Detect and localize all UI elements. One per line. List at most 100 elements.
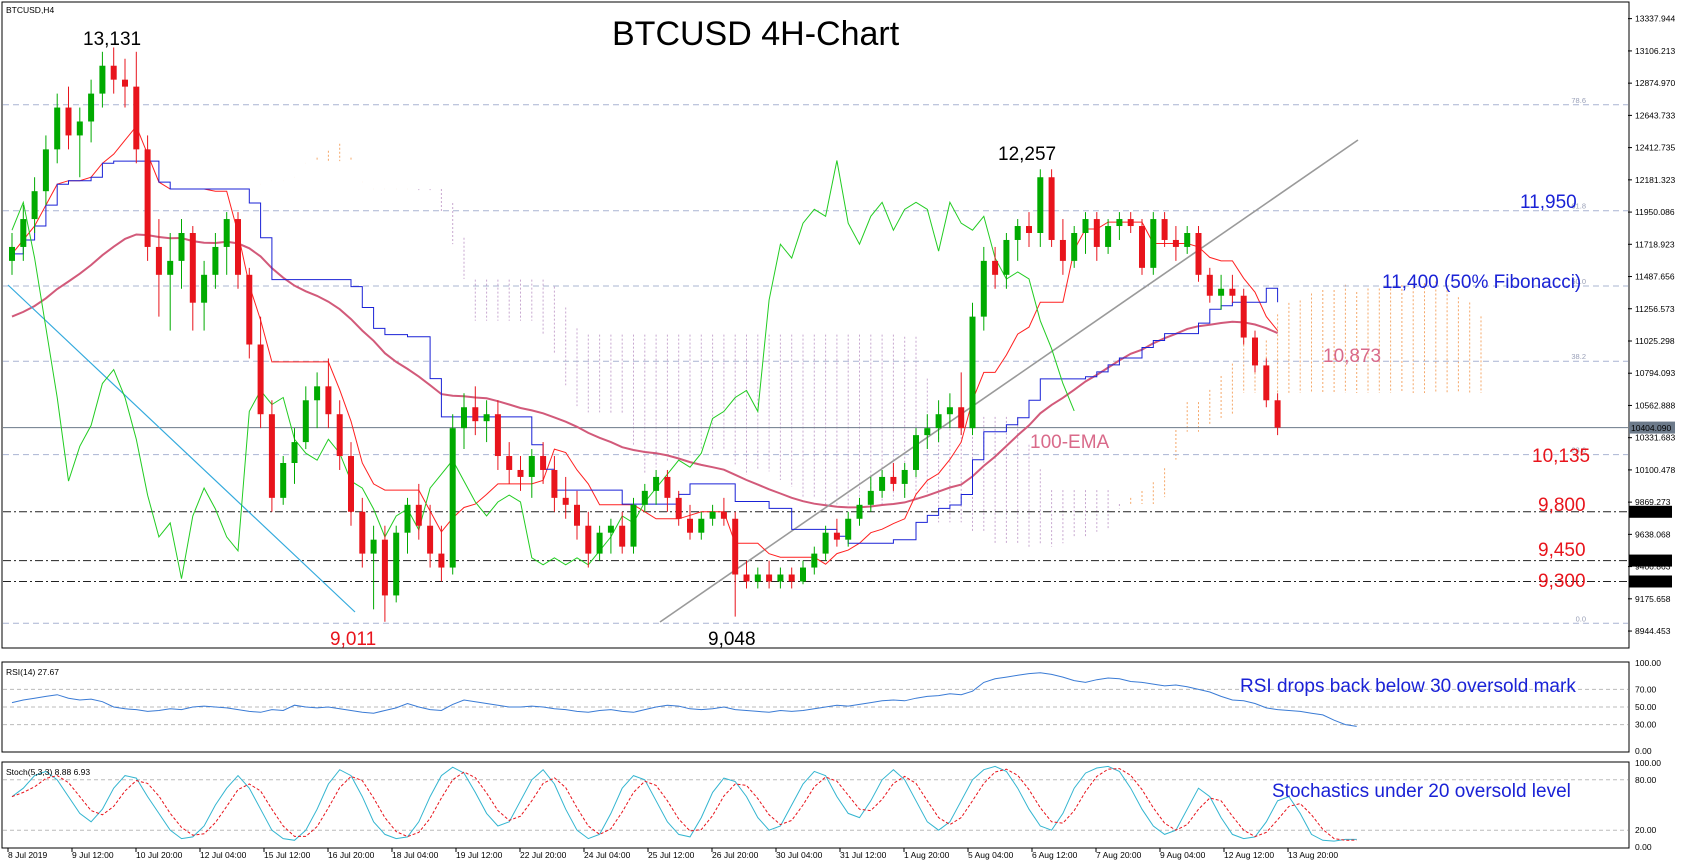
candle-body: [1139, 226, 1145, 268]
annotation-9450: 9,450: [1538, 540, 1586, 561]
candle-body: [946, 407, 953, 415]
candle-body: [404, 504, 411, 533]
rsi-line: [11, 672, 1357, 727]
time-tick-label: 22 Jul 20:00: [520, 850, 567, 860]
time-tick-label: 9 Aug 04:00: [1160, 850, 1206, 860]
annotation-13131: 13,131: [83, 29, 141, 50]
candle-body: [754, 574, 761, 582]
ichimoku-cloud: [316, 143, 1482, 547]
ema-100-line: [11, 233, 1278, 509]
time-tick-label: 5 Aug 04:00: [968, 850, 1014, 860]
stochastic-panel: 100.00 80.00 20.00 0.00: [3, 758, 1661, 852]
candle-body: [574, 504, 580, 526]
rsi-tick-label: 70.00: [1635, 684, 1657, 694]
candle-body: [167, 260, 174, 275]
stoch-tick-label: 80.00: [1635, 775, 1657, 785]
time-tick-label: 13 Aug 20:00: [1288, 850, 1338, 860]
annotation-9800: 9,800: [1538, 495, 1586, 516]
candle-body: [1150, 219, 1157, 268]
candle-body: [88, 93, 95, 122]
candle-body: [325, 386, 332, 415]
candle-body: [845, 518, 852, 540]
candle-body: [54, 107, 61, 150]
time-tick-label: 12 Jul 04:00: [200, 850, 247, 860]
candle-body: [483, 414, 490, 422]
price-tick-label: 11487.656: [1635, 272, 1675, 282]
candle-body: [1274, 400, 1281, 428]
annotation-9300: 9,300: [1538, 571, 1586, 592]
price-tick-label: 11718.923: [1635, 239, 1675, 249]
support-price-box: [1629, 505, 1672, 518]
candle-body: [709, 511, 716, 519]
price-tick-label: 13106.213: [1635, 46, 1675, 56]
fib-label: 38.2: [1571, 352, 1586, 361]
candle-body: [540, 456, 547, 470]
candle-body: [1184, 233, 1191, 247]
candles: [9, 47, 1281, 622]
chart-title: BTCUSD 4H-Chart: [612, 15, 900, 53]
annotation-10873: 10,873: [1323, 346, 1381, 367]
symbol-label: BTCUSD,H4: [6, 5, 54, 15]
price-tick-label: 10331.683: [1635, 433, 1675, 443]
candle-body: [42, 149, 49, 192]
candle-body: [99, 65, 106, 94]
candle-body: [359, 511, 366, 554]
candle-body: [890, 476, 897, 484]
price-tick-label: 9175.658: [1635, 594, 1671, 604]
candle-body: [1127, 219, 1134, 227]
candle-body: [551, 469, 558, 498]
ema-100-line: [11, 233, 1278, 509]
candle-body: [935, 414, 942, 429]
candle-body: [619, 525, 626, 547]
stoch-label: Stoch(5,3,3) 8.88 6.93: [6, 767, 90, 777]
candle-body: [1026, 226, 1032, 233]
candle-body: [1229, 288, 1236, 296]
candle-body: [223, 219, 230, 247]
candle-body: [1082, 219, 1089, 233]
stoch-panel-frame: [1, 761, 1630, 849]
candle-body: [1105, 226, 1112, 247]
candle-body: [246, 274, 253, 345]
candle-body: [517, 469, 524, 477]
candle-body: [1048, 177, 1055, 240]
rsi-panel: 100.00 70.00 50.00 30.00 0.00: [3, 658, 1661, 756]
candle-body: [494, 414, 501, 457]
current-price-box: [1629, 421, 1675, 434]
candle-body: [122, 79, 128, 87]
candle-body: [687, 518, 693, 533]
price-tick-label: 9406.863: [1635, 562, 1671, 572]
annotation-100-ema: 100-EMA: [1030, 432, 1110, 453]
candle-body: [585, 525, 592, 554]
candle-body: [268, 414, 275, 498]
candle-body: [1195, 233, 1202, 275]
candle-body: [766, 574, 773, 582]
main-panel-frame: [1, 1, 1630, 649]
rsi-note: RSI drops back below 30 oversold mark: [1240, 676, 1576, 697]
candle-body: [76, 121, 83, 136]
rsi-tick-label: 30.00: [1635, 720, 1657, 730]
candle-body: [336, 414, 343, 457]
support-price-label: 9300.000: [1631, 577, 1667, 587]
fibonacci-levels: 78.6 61.8 50.0 38.2 23.6 0.0: [3, 96, 1628, 624]
fib-label: 61.8: [1571, 202, 1586, 211]
candle-body: [1014, 226, 1021, 240]
time-tick-label: 30 Jul 04:00: [776, 850, 823, 860]
annotation-12257: 12,257: [998, 144, 1056, 165]
candle-body: [427, 525, 434, 554]
candle-body: [969, 316, 976, 429]
candle-body: [811, 553, 818, 568]
candle-body: [980, 260, 987, 317]
candle-body: [732, 518, 739, 575]
annotation-9011: 9,011: [330, 629, 376, 650]
time-tick-label: 10 Jul 20:00: [136, 850, 183, 860]
rsi-tick-label: 100.00: [1635, 658, 1661, 668]
price-tick-label: 9638.068: [1635, 529, 1671, 539]
time-tick-label: 6 Aug 12:00: [1032, 850, 1078, 860]
candle-body: [913, 435, 919, 470]
stoch-tick-label: 0.00: [1635, 842, 1652, 852]
time-tick-label: 15 Jul 12:00: [264, 850, 311, 860]
candle-body: [144, 149, 151, 247]
price-tick-label: 13337.944: [1635, 14, 1675, 24]
candle-body: [438, 553, 445, 568]
price-tick-label: 10794.093: [1635, 368, 1675, 378]
